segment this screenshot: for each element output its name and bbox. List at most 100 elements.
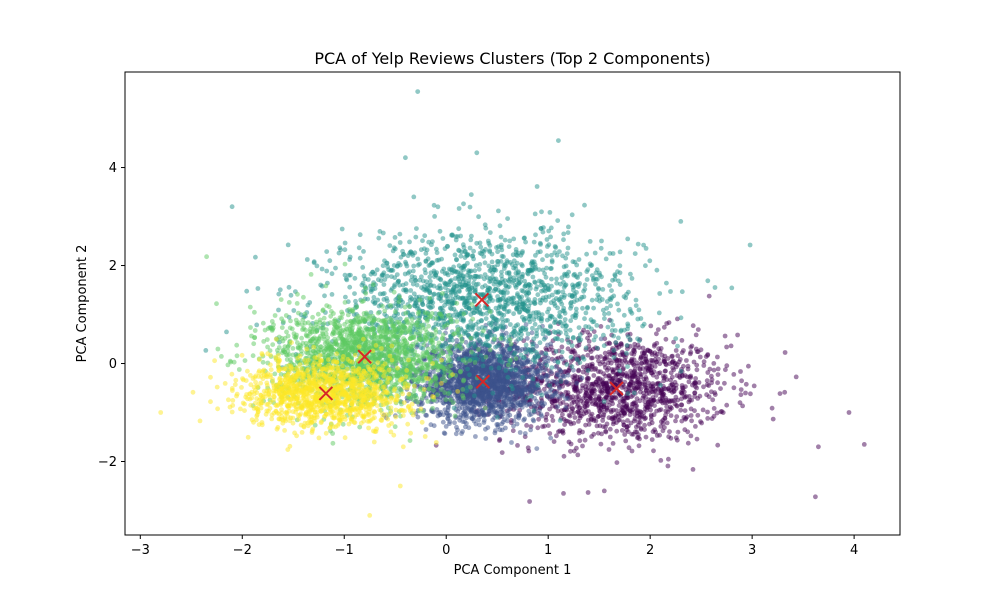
cluster-2-point xyxy=(443,340,448,346)
cluster-2-point xyxy=(375,297,381,303)
cluster-1-point xyxy=(447,421,452,427)
cluster-2-point xyxy=(562,283,568,288)
cluster-2-point xyxy=(505,216,510,222)
cluster-0-point xyxy=(650,429,656,434)
cluster-0-point xyxy=(777,391,783,396)
cluster-0-point xyxy=(602,350,608,356)
cluster-2-point xyxy=(496,365,502,371)
cluster-2-point xyxy=(624,343,630,348)
cluster-0-point xyxy=(610,441,616,446)
cluster-0-point xyxy=(629,431,635,437)
cluster-0-point xyxy=(698,419,703,424)
cluster-0-point xyxy=(542,423,547,429)
cluster-1-point xyxy=(445,415,450,421)
cluster-1-point xyxy=(555,404,560,409)
cluster-1-point xyxy=(548,369,554,375)
cluster-1-point xyxy=(453,431,459,437)
cluster-0-point xyxy=(724,344,729,350)
cluster-1-point xyxy=(434,407,440,412)
cluster-2-point xyxy=(530,274,536,280)
cluster-0-point xyxy=(679,402,685,408)
cluster-0-point xyxy=(739,378,744,384)
cluster-0-point xyxy=(572,415,578,420)
cluster-0-point xyxy=(673,348,679,353)
cluster-0-point xyxy=(694,385,699,391)
cluster-2-point xyxy=(469,295,475,301)
cluster-2-point xyxy=(657,291,663,296)
cluster-0-point xyxy=(657,349,663,354)
cluster-1-point xyxy=(494,408,500,414)
cluster-2-point xyxy=(506,279,512,284)
cluster-0-point xyxy=(674,403,679,408)
cluster-0-point xyxy=(604,407,610,413)
cluster-2-point xyxy=(616,335,621,341)
cluster-2-point xyxy=(564,362,570,367)
cluster-0-point xyxy=(649,352,655,357)
cluster-0-point xyxy=(589,388,594,394)
cluster-1-point xyxy=(463,424,468,430)
cluster-2-point xyxy=(403,281,409,287)
cluster-2-point xyxy=(255,286,261,291)
cluster-0-point xyxy=(705,416,711,421)
cluster-2-point xyxy=(595,292,601,298)
cluster-0-point xyxy=(646,363,652,369)
cluster-2-point xyxy=(625,334,631,339)
cluster-0-point xyxy=(609,416,614,421)
cluster-2-point xyxy=(583,324,589,329)
cluster-0-point xyxy=(720,410,726,415)
cluster-2-point xyxy=(583,345,589,351)
cluster-0-point xyxy=(623,438,629,444)
cluster-2-point xyxy=(611,355,617,360)
cluster-0-point xyxy=(666,456,671,462)
cluster-2-point xyxy=(554,276,559,282)
cluster-0-point xyxy=(688,349,694,355)
cluster-0-point xyxy=(718,386,723,391)
cluster-0-point xyxy=(700,407,706,413)
cluster-2-point xyxy=(439,269,445,274)
cluster-1-point xyxy=(529,330,535,336)
cluster-2-point xyxy=(519,294,525,300)
cluster-2-point xyxy=(533,253,538,258)
cluster-2-point xyxy=(541,336,547,342)
cluster-0-point xyxy=(731,372,737,377)
cluster-2-point xyxy=(480,284,485,290)
cluster-2-point xyxy=(593,281,598,287)
cluster-2-point xyxy=(506,284,512,289)
cluster-2-point xyxy=(486,343,491,348)
cluster-2-point xyxy=(557,418,563,423)
cluster-0-point xyxy=(587,362,593,368)
cluster-2-point xyxy=(490,390,496,396)
cluster-1-point xyxy=(560,393,566,399)
cluster-0-point xyxy=(648,323,654,329)
cluster-0-point xyxy=(670,389,675,395)
cluster-0-point xyxy=(661,375,667,381)
cluster-0-point xyxy=(613,395,619,401)
cluster-2-point xyxy=(515,322,521,328)
cluster-2-point xyxy=(455,294,461,300)
cluster-2-point xyxy=(203,348,209,353)
cluster-0-point xyxy=(715,366,721,372)
cluster-2-point xyxy=(611,348,617,353)
cluster-0-point xyxy=(711,413,717,419)
cluster-2-point xyxy=(433,272,439,278)
cluster-0-point xyxy=(626,423,631,429)
cluster-2-point xyxy=(516,336,521,342)
cluster-2-point xyxy=(500,296,505,301)
cluster-2-point xyxy=(480,332,485,338)
cluster-2-point xyxy=(554,336,560,341)
cluster-0-point xyxy=(769,405,775,411)
cluster-2-point xyxy=(410,268,416,274)
cluster-0-point xyxy=(587,332,593,338)
cluster-1-point xyxy=(501,411,506,417)
cluster-0-point xyxy=(623,404,628,410)
cluster-1-point xyxy=(542,367,548,373)
cluster-2-point xyxy=(574,274,579,279)
cluster-0-point xyxy=(587,393,593,399)
cluster-2-point xyxy=(617,270,623,276)
cluster-2-point xyxy=(486,298,492,304)
cluster-0-point xyxy=(596,393,602,399)
cluster-2-point xyxy=(584,277,590,282)
cluster-2-point xyxy=(560,253,565,259)
cluster-2-point xyxy=(624,291,629,297)
cluster-2-point xyxy=(543,274,549,280)
